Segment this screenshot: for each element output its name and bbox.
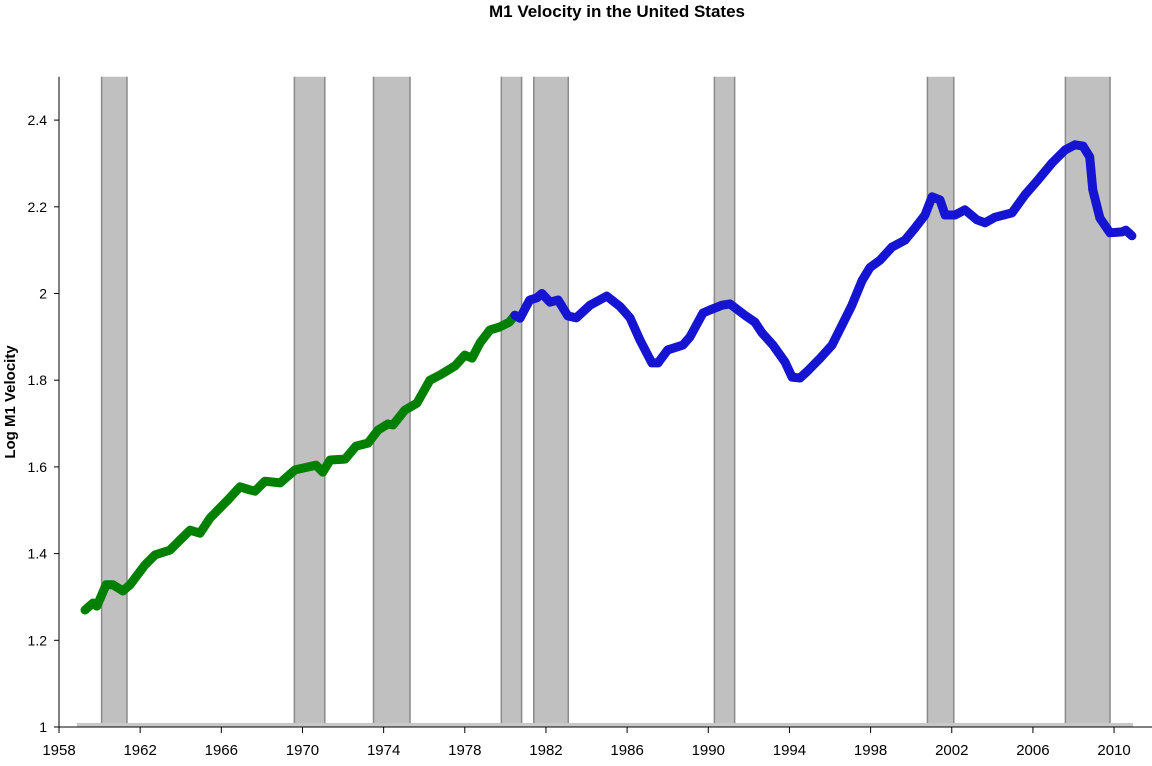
y-tick-label: 1.6 bbox=[28, 459, 48, 475]
baseline-bar bbox=[77, 723, 1133, 727]
x-tick-label: 1978 bbox=[448, 742, 481, 759]
x-tick-label: 1994 bbox=[773, 742, 806, 759]
y-axis-label: Log M1 Velocity bbox=[2, 345, 19, 459]
chart-title: M1 Velocity in the United States bbox=[489, 2, 745, 21]
x-tick-label: 1986 bbox=[610, 742, 643, 759]
y-tick-label: 2.2 bbox=[28, 199, 48, 215]
y-tick-label: 1.8 bbox=[28, 372, 48, 388]
x-tick-label: 1998 bbox=[854, 742, 887, 759]
recession-band bbox=[294, 76, 325, 727]
recession-band bbox=[1065, 76, 1111, 727]
x-tick-label: 1982 bbox=[529, 742, 562, 759]
x-tick-label: 1958 bbox=[42, 742, 75, 759]
series-line-1 bbox=[80, 310, 520, 615]
x-tick-label: 2010 bbox=[1097, 742, 1130, 759]
y-tick-label: 2 bbox=[39, 286, 47, 302]
y-tick-label: 1 bbox=[39, 719, 47, 735]
axes: 1 1.2 1.4 1.6 1.8 2 2.2 2.4 1958 1962 1966 1970 1974… bbox=[28, 76, 1152, 759]
x-tick-label: 2002 bbox=[935, 742, 968, 759]
recession-band bbox=[373, 76, 411, 727]
x-tick-label: 1962 bbox=[123, 742, 156, 759]
y-tick-label: 1.2 bbox=[28, 632, 48, 648]
series-line-2 bbox=[510, 140, 1137, 383]
recession-band bbox=[714, 76, 735, 727]
x-tick-label: 1966 bbox=[205, 742, 238, 759]
x-tick-label: 1974 bbox=[367, 742, 400, 759]
recession-band bbox=[927, 76, 954, 727]
x-tick-label: 1990 bbox=[692, 742, 725, 759]
series-lines bbox=[80, 140, 1137, 615]
x-tick-label: 2006 bbox=[1016, 742, 1049, 759]
x-tick-label: 1970 bbox=[286, 742, 319, 759]
recession-bands bbox=[100, 76, 1111, 727]
recession-band bbox=[101, 76, 127, 727]
y-tick-label: 1.4 bbox=[28, 546, 48, 562]
recession-band bbox=[533, 76, 569, 727]
y-tick-label: 2.4 bbox=[28, 112, 48, 128]
recession-band bbox=[501, 76, 522, 727]
